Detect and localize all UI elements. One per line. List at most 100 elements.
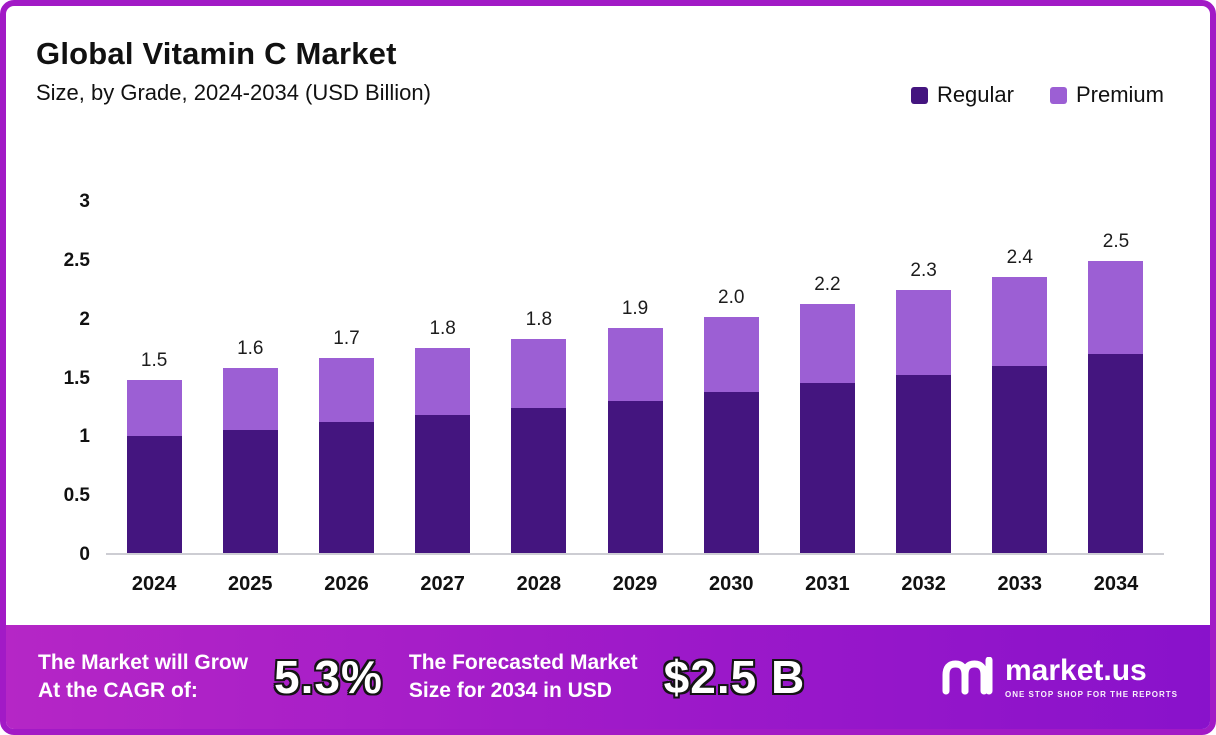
- bar-stack: [415, 348, 471, 553]
- bar-segment-regular: [126, 436, 182, 553]
- bar-segment-premium: [1088, 260, 1144, 355]
- x-tick-label: 2033: [997, 573, 1043, 595]
- header: Global Vitamin C Market Size, by Grade, …: [36, 36, 431, 106]
- x-tick-label: 2032: [901, 573, 946, 595]
- cagr-value: 5.3%: [274, 651, 383, 703]
- bar-segment-premium: [992, 276, 1048, 366]
- bar-stack: [896, 289, 952, 553]
- plot-row: 3 2.5 2 1.5 1 0.5 0 1.5 1.6 1.7 1.8 1.8 1.9 2.0 2.2 2.…: [44, 191, 1164, 565]
- y-tick-label: 0.5: [63, 485, 90, 507]
- bar-stack: [511, 338, 567, 553]
- bar-segment-premium: [222, 368, 278, 431]
- bar-segment-premium: [607, 328, 663, 401]
- y-tick-label: 1.5: [63, 367, 90, 389]
- chart-title: Global Vitamin C Market: [36, 36, 397, 71]
- bar-stack: [1088, 260, 1144, 554]
- y-tick-label: 0: [79, 544, 90, 565]
- bar-group-2031: 2.2: [779, 202, 875, 553]
- forecast-label-line2: Size for 2034 in USD: [408, 679, 612, 702]
- bar-segment-regular: [703, 391, 759, 553]
- cagr-label: The Market will Grow At the CAGR of:: [38, 649, 248, 706]
- bar-total-label: 2.3: [910, 259, 937, 281]
- market-us-logo: market.us ONE STOP SHOP FOR THE REPORTS: [941, 653, 1178, 699]
- bar-total-label: 2.0: [718, 286, 745, 308]
- bar-total-label: 2.2: [814, 273, 841, 295]
- bar-group-2032: 2.3: [876, 202, 972, 553]
- bar-group-2025: 1.6: [202, 202, 298, 553]
- logo-tagline: ONE STOP SHOP FOR THE REPORTS: [1004, 689, 1178, 699]
- bar-group-2033: 2.4: [972, 202, 1068, 553]
- bar-group-2024: 1.5: [106, 202, 202, 553]
- x-tick-label: 2034: [1093, 573, 1139, 595]
- legend-item-premium: Premium: [1049, 82, 1164, 108]
- y-axis: 3 2.5 2 1.5 1 0.5 0: [44, 191, 106, 565]
- legend-label: Premium: [1075, 82, 1164, 107]
- bar-segment-regular: [318, 421, 374, 553]
- x-tick-label: 2031: [805, 573, 850, 595]
- x-tick-label: 2027: [420, 573, 465, 595]
- bar-stack: [703, 316, 759, 553]
- x-tick-label: 2029: [612, 573, 658, 595]
- chart-subtitle: Size, by Grade, 2024-2034 (USD Billion): [36, 80, 431, 105]
- bar-segment-premium: [126, 379, 182, 436]
- y-tick-label: 2.5: [63, 249, 90, 271]
- bar-stack: [799, 303, 855, 553]
- bar-total-label: 1.8: [429, 318, 456, 340]
- legend: Regular Premium: [910, 82, 1164, 108]
- legend-swatch-premium: [1049, 86, 1067, 104]
- x-tick-label: 2030: [708, 573, 754, 595]
- cagr-label-line1: The Market will Grow: [38, 650, 249, 674]
- y-tick-label: 1: [79, 426, 90, 448]
- bar-group-2030: 2.0: [683, 202, 779, 553]
- bar-total-label: 1.9: [621, 298, 649, 320]
- bar-group-2026: 1.7: [298, 202, 394, 553]
- bar-segment-regular: [992, 365, 1048, 553]
- bar-group-2029: 1.9: [587, 202, 683, 553]
- bar-stack: [126, 379, 182, 553]
- bar-group-2027: 1.8: [395, 202, 491, 553]
- bar-total-label: 1.6: [237, 338, 264, 360]
- forecast-label-line1: The Forecasted Market: [408, 650, 638, 674]
- x-tick-label: 2028: [516, 573, 562, 595]
- legend-label: Regular: [936, 82, 1014, 107]
- bar-segment-regular: [511, 407, 567, 553]
- logo-text: market.us: [1004, 653, 1147, 687]
- bar-segment-regular: [896, 375, 952, 553]
- legend-item-regular: Regular: [910, 82, 1014, 108]
- bar-segment-premium: [799, 303, 855, 384]
- bar-segment-premium: [415, 348, 471, 415]
- bar-total-label: 1.8: [525, 308, 553, 330]
- bar-group-2034: 2.5: [1068, 202, 1164, 553]
- bar-stack: [222, 368, 278, 553]
- bar-segment-premium: [703, 316, 759, 392]
- y-tick-label: 3: [79, 191, 90, 212]
- bar-segment-regular: [415, 414, 471, 553]
- cagr-label-line2: At the CAGR of:: [38, 679, 198, 702]
- bar-segment-regular: [607, 400, 663, 553]
- bar-segment-regular: [222, 430, 278, 553]
- bar-group-2028: 1.8: [491, 202, 587, 553]
- x-axis: 2024 2025 2026 2027 2028 2029 2030 2031 2032 2033…: [106, 573, 1164, 596]
- bar-total-label: 2.5: [1102, 230, 1130, 252]
- x-tick-label: 2024: [131, 573, 177, 595]
- footer-banner: The Market will Grow At the CAGR of: 5.3…: [6, 625, 1210, 729]
- bar-segment-premium: [896, 289, 952, 376]
- x-tick-label: 2025: [228, 573, 273, 595]
- bar-total-label: 1.5: [140, 349, 168, 371]
- chart: 3 2.5 2 1.5 1 0.5 0 1.5 1.6 1.7 1.8 1.8 1.9 2.0 2.2 2.…: [44, 191, 1164, 596]
- bar-total-label: 1.7: [333, 327, 360, 349]
- legend-swatch-regular: [910, 86, 928, 104]
- logo-text-block: market.us ONE STOP SHOP FOR THE REPORTS: [1004, 653, 1178, 699]
- plot-area: 1.5 1.6 1.7 1.8 1.8 1.9 2.0 2.2 2.3 2.4 2.5: [106, 202, 1164, 555]
- x-tick-label: 2026: [324, 573, 369, 595]
- bar-segment-regular: [1088, 354, 1144, 553]
- bar-stack: [318, 357, 374, 553]
- bar-total-label: 2.4: [1006, 246, 1033, 268]
- bar-segment-regular: [799, 383, 855, 553]
- forecast-label: The Forecasted Market Size for 2034 in U…: [409, 649, 638, 706]
- bar-segment-premium: [511, 338, 567, 408]
- y-tick-label: 2: [79, 308, 90, 330]
- forecast-value: $2.5 B: [663, 651, 806, 703]
- market-us-logo-icon: [942, 657, 993, 695]
